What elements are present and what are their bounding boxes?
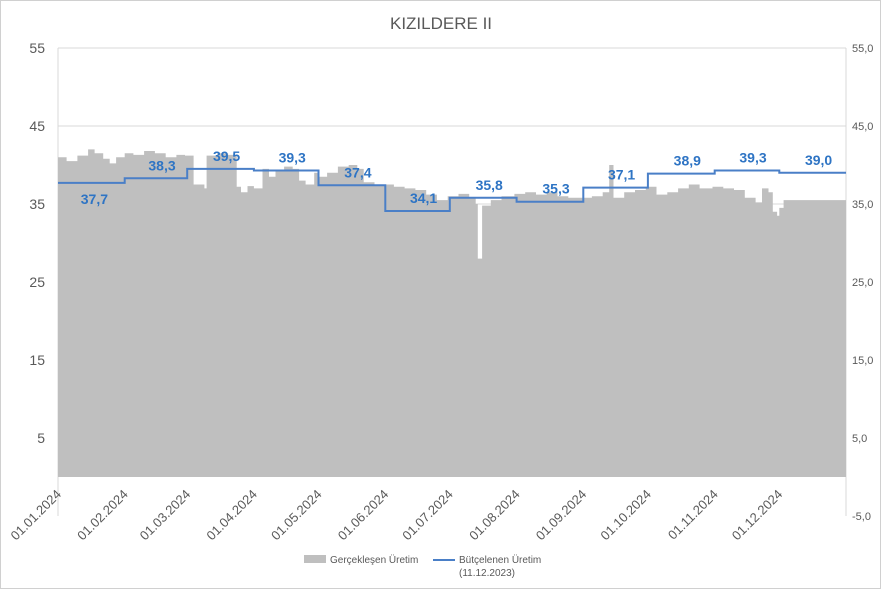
y-left-tick-label: 25 [29, 274, 45, 290]
y-right-tick-label: 15,0 [852, 355, 873, 367]
x-tick-label: 01.06.2024 [335, 487, 392, 544]
actual-production-area [58, 149, 846, 477]
budget-data-label: 39,5 [213, 148, 240, 164]
x-tick-label: 01.05.2024 [268, 487, 325, 544]
budget-data-label: 38,9 [674, 153, 701, 169]
chart-title: KIZILDERE II [390, 14, 492, 33]
budget-data-label: 37,4 [344, 164, 371, 180]
y-right-tick-label: 35,0 [852, 199, 873, 211]
budget-production-line [58, 167, 846, 212]
y-left-tick-label: 5 [37, 430, 45, 446]
legend: Gerçekleşen Üretim Bütçelenen Üretim (11… [304, 554, 541, 579]
legend-label-actual: Gerçekleşen Üretim [330, 554, 418, 566]
budget-data-label: 37,1 [608, 167, 635, 183]
x-tick-label: 01.01.2024 [7, 487, 64, 544]
x-tick-label: 01.03.2024 [137, 487, 194, 544]
budget-data-label: 39,0 [805, 152, 832, 168]
y-left-tick-label: 45 [29, 118, 45, 134]
y-axis-left: 55 45 35 25 15 5 [29, 40, 45, 446]
actual-production-area-layer [58, 149, 846, 477]
budget-data-label: 35,3 [542, 181, 569, 197]
y-right-tick-label: -5,0 [852, 511, 871, 523]
x-tick-label: 01.09.2024 [533, 487, 590, 544]
legend-label-budget: Bütçelenen Üretim [459, 554, 541, 566]
budget-data-label: 34,1 [410, 190, 437, 206]
budget-line-layer [58, 167, 846, 212]
x-tick-label: 01.08.2024 [466, 487, 523, 544]
x-tick-label: 01.04.2024 [203, 487, 260, 544]
budget-data-label: 35,8 [476, 177, 503, 193]
budget-data-label: 37,7 [81, 191, 108, 207]
x-tick-label: 01.07.2024 [399, 487, 456, 544]
legend-swatch-actual [304, 555, 326, 563]
y-right-tick-label: 5,0 [852, 433, 867, 445]
x-tick-label: 01.10.2024 [597, 487, 654, 544]
y-right-tick-label: 45,0 [852, 121, 873, 133]
y-left-tick-label: 15 [29, 352, 45, 368]
y-right-tick-label: 55,0 [852, 43, 873, 55]
budget-data-label: 39,3 [739, 150, 766, 166]
legend-label-budget-date: (11.12.2023) [459, 568, 515, 579]
budget-data-label: 39,3 [279, 150, 306, 166]
budget-data-label: 38,3 [148, 157, 175, 173]
y-right-tick-label: 25,0 [852, 277, 873, 289]
y-left-tick-label: 35 [29, 196, 45, 212]
x-axis: 01.01.2024 01.02.2024 01.03.2024 01.04.2024… [7, 487, 785, 544]
x-tick-label: 01.02.2024 [74, 487, 131, 544]
y-axis-right: 55,0 45,0 35,0 25,0 15,0 5,0 -5,0 [852, 43, 873, 523]
x-tick-label: 01.11.2024 [665, 487, 721, 543]
x-tick-label: 01.12.2024 [729, 487, 786, 544]
y-left-tick-label: 55 [29, 40, 45, 56]
budget-data-labels: 37,7 38,3 39,5 39,3 37,4 34,1 35,8 35,3 37,1 38,9… [81, 148, 833, 207]
